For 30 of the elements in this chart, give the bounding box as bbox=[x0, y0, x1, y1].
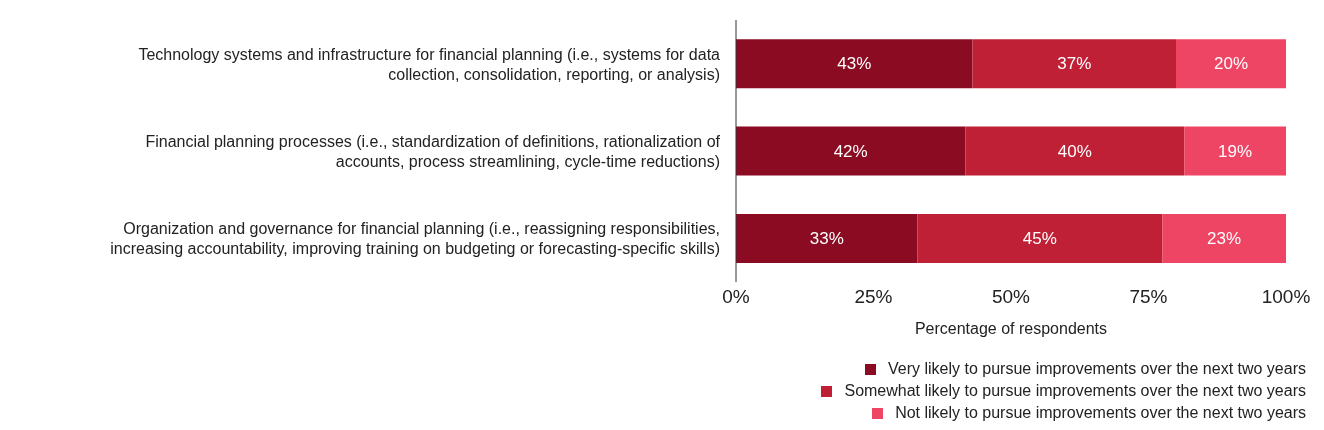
bar bbox=[972, 39, 1176, 89]
x-axis-title: Percentage of respondents bbox=[914, 320, 1108, 337]
data-label: 37% bbox=[1057, 54, 1092, 74]
x-tick-label: 100% bbox=[1261, 286, 1311, 308]
bar bbox=[1176, 39, 1286, 89]
legend-label: Somewhat likely to pursue improvements over the next two years bbox=[844, 382, 1306, 399]
x-tick-label: 25% bbox=[854, 286, 893, 308]
data-label: 45% bbox=[1022, 228, 1057, 248]
bar bbox=[1162, 213, 1286, 263]
data-label: 42% bbox=[833, 141, 868, 161]
bar bbox=[917, 213, 1163, 263]
bar bbox=[736, 213, 918, 263]
y-tick-label: Financial planning processes (i.e., standardization of definitions, rationalization of accounts, process streamlining, cycle-time reductions) bbox=[145, 132, 721, 170]
bar bbox=[736, 39, 973, 89]
legend-label: Very likely to pursue improvements over the next two years bbox=[888, 360, 1306, 377]
y-tick-label: Organization and governance for financial planning (i.e., reassigning responsibilities, increasing accountability, improving training on budgeting or forecasting-specific skills) bbox=[110, 219, 720, 257]
data-label: 33% bbox=[809, 228, 844, 248]
x-tick-label: 50% bbox=[991, 286, 1031, 308]
data-label: 43% bbox=[837, 54, 872, 74]
data-label: 23% bbox=[1207, 228, 1242, 248]
bar bbox=[736, 126, 966, 176]
y-tick-label: Technology systems and infrastructure for financial planning (i.e., systems for data collection, consolidation, reporting, or analysis) bbox=[138, 45, 721, 83]
bar bbox=[1184, 126, 1286, 176]
x-tick-label: 0% bbox=[722, 286, 750, 308]
data-label: 19% bbox=[1218, 141, 1253, 161]
x-tick-label: 75% bbox=[1129, 286, 1168, 308]
data-label: 20% bbox=[1213, 54, 1249, 74]
data-label: 40% bbox=[1057, 141, 1092, 161]
legend-label: Not likely to pursue improvements over the next two years bbox=[895, 404, 1306, 421]
bar bbox=[965, 126, 1185, 176]
